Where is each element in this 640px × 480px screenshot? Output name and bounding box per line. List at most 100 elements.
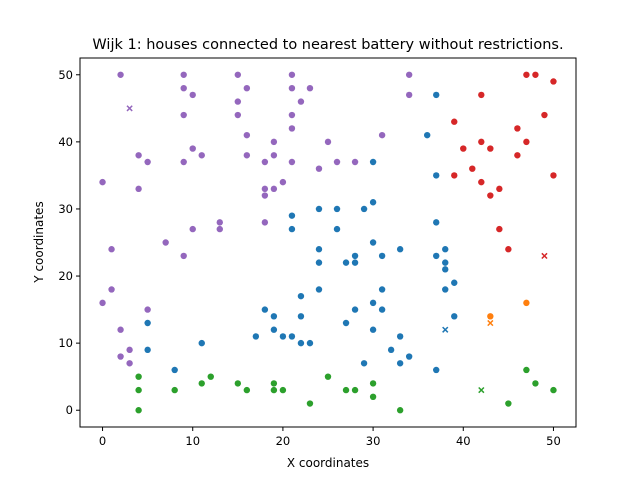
- house-point: [207, 373, 214, 380]
- x-axis-label: X coordinates: [287, 456, 369, 470]
- house-point: [306, 400, 314, 407]
- house-point: [288, 84, 296, 92]
- house-point: [405, 353, 413, 360]
- house-point: [270, 313, 278, 320]
- house-point: [288, 111, 296, 119]
- house-point: [396, 333, 404, 340]
- house-point: [342, 386, 350, 394]
- house-point: [405, 91, 413, 99]
- chart-title: Wijk 1: houses connected to nearest batt…: [92, 37, 563, 53]
- house-point: [288, 158, 296, 166]
- axis-ticks: 0 10 20 30 40 50 0 10 20 30 40 50: [58, 68, 560, 448]
- house-point: [297, 313, 305, 320]
- house-point: [487, 145, 494, 152]
- house-point: [378, 252, 386, 260]
- house-point: [288, 225, 296, 233]
- house-point: [496, 225, 503, 233]
- battery-marker: [126, 105, 133, 112]
- house-point: [469, 165, 476, 172]
- house-point: [451, 279, 458, 286]
- house-point: [523, 138, 530, 146]
- house-point: [288, 71, 296, 78]
- house-point: [270, 326, 278, 333]
- house-point: [550, 78, 557, 85]
- house-point: [279, 386, 287, 394]
- house-point: [135, 373, 142, 380]
- house-point: [523, 299, 530, 307]
- x-tick-label: 0: [99, 434, 106, 448]
- house-point: [171, 386, 178, 394]
- house-point: [315, 286, 323, 293]
- x-tick-label: 50: [546, 434, 561, 448]
- house-point: [433, 91, 440, 99]
- house-point: [478, 91, 485, 99]
- house-point: [442, 259, 449, 266]
- house-point: [297, 292, 305, 300]
- house-point: [523, 366, 530, 374]
- house-point: [288, 125, 296, 132]
- house-point: [378, 306, 386, 313]
- house-point: [171, 366, 178, 374]
- house-point: [360, 205, 368, 213]
- house-point: [460, 145, 467, 152]
- house-point: [487, 313, 494, 320]
- house-point: [550, 172, 557, 179]
- house-point: [433, 252, 440, 260]
- house-point: [135, 152, 142, 159]
- y-tick-label: 50: [58, 68, 73, 82]
- house-point: [360, 360, 368, 367]
- battery-marker: [442, 326, 449, 333]
- house-point: [216, 225, 223, 233]
- house-point: [117, 326, 124, 333]
- house-point: [333, 205, 341, 213]
- house-point: [297, 98, 305, 105]
- house-point: [306, 84, 314, 92]
- house-point: [315, 259, 323, 266]
- house-point: [135, 407, 142, 414]
- y-tick-label: 40: [58, 135, 73, 149]
- house-point: [315, 205, 323, 213]
- house-point: [144, 346, 151, 354]
- house-point: [342, 259, 350, 266]
- house-point: [261, 185, 269, 193]
- y-tick-label: 20: [58, 269, 73, 283]
- house-point: [405, 71, 413, 78]
- house-point: [126, 346, 133, 354]
- house-point: [306, 339, 314, 347]
- house-point: [369, 393, 377, 401]
- house-point: [108, 286, 115, 293]
- house-point: [216, 219, 223, 226]
- house-point: [180, 252, 187, 260]
- house-point: [378, 286, 386, 293]
- house-point: [505, 400, 512, 407]
- y-tick-label: 30: [58, 202, 73, 216]
- house-point: [108, 246, 115, 253]
- house-point: [369, 299, 377, 307]
- house-point: [496, 185, 503, 193]
- house-point: [478, 138, 485, 146]
- house-point: [189, 225, 196, 233]
- house-point: [261, 192, 269, 199]
- y-axis-label: Y coordinates: [32, 201, 46, 283]
- house-point: [351, 306, 359, 313]
- house-point: [351, 386, 359, 394]
- house-point: [342, 319, 350, 327]
- house-point: [451, 172, 458, 179]
- series-group-0: [99, 71, 413, 367]
- house-point: [144, 319, 151, 327]
- house-point: [442, 286, 449, 293]
- house-point: [369, 158, 377, 166]
- x-tick-label: 40: [456, 434, 471, 448]
- house-point: [532, 380, 539, 387]
- house-point: [351, 158, 359, 166]
- house-point: [198, 380, 205, 387]
- house-point: [369, 326, 377, 333]
- house-point: [135, 386, 142, 394]
- house-point: [243, 152, 251, 159]
- house-point: [478, 178, 485, 186]
- y-tick-label: 10: [58, 336, 73, 350]
- house-point: [99, 178, 106, 186]
- house-point: [433, 366, 440, 374]
- house-point: [351, 252, 359, 260]
- house-point: [297, 339, 305, 347]
